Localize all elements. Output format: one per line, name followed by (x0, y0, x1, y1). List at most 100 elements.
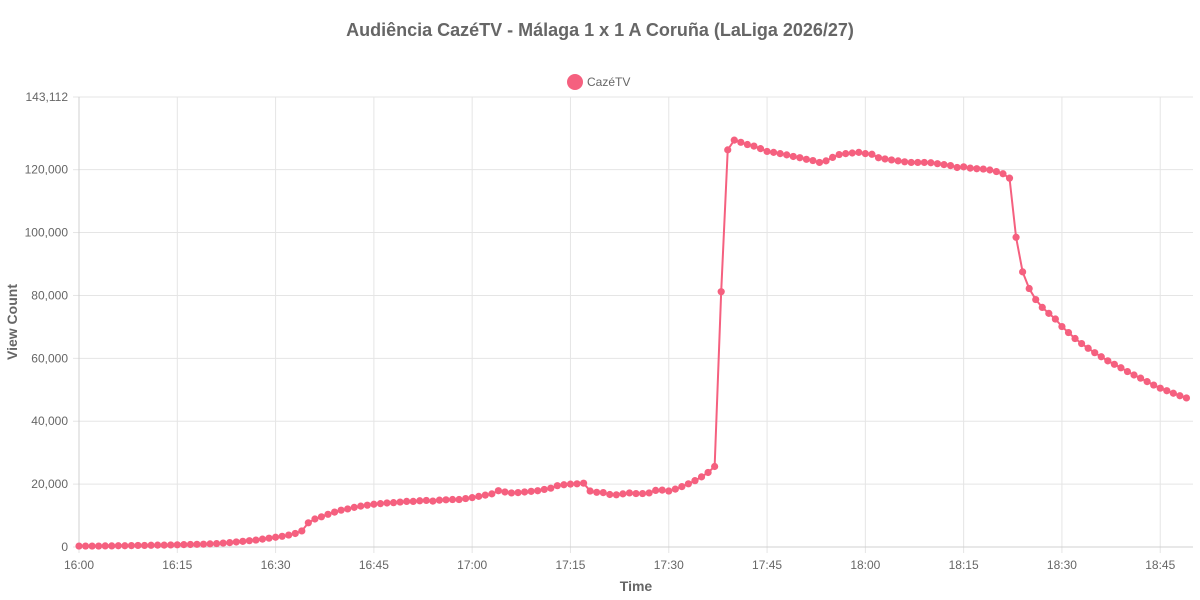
data-point[interactable] (494, 487, 502, 495)
data-point[interactable] (160, 541, 168, 549)
data-point[interactable] (796, 154, 804, 162)
data-point[interactable] (1176, 392, 1184, 400)
data-point[interactable] (271, 533, 280, 541)
data-point[interactable] (206, 540, 214, 548)
data-point[interactable] (278, 532, 286, 540)
data-point[interactable] (802, 155, 810, 163)
data-point[interactable] (317, 513, 326, 521)
data-point[interactable] (842, 150, 850, 158)
data-point[interactable] (344, 505, 352, 513)
data-point[interactable] (285, 531, 293, 539)
data-point[interactable] (855, 148, 863, 156)
data-point[interactable] (737, 138, 745, 146)
data-point[interactable] (763, 147, 771, 156)
data-point[interactable] (619, 490, 627, 498)
data-point[interactable] (389, 499, 398, 507)
data-point[interactable] (167, 541, 175, 549)
data-point[interactable] (684, 480, 693, 488)
data-point[interactable] (232, 538, 240, 546)
data-point[interactable] (1169, 389, 1177, 397)
data-point[interactable] (199, 540, 208, 548)
data-point[interactable] (330, 508, 339, 516)
data-point[interactable] (671, 485, 679, 493)
data-point[interactable] (114, 542, 122, 550)
data-point[interactable] (776, 150, 784, 158)
data-point[interactable] (652, 486, 660, 494)
data-point[interactable] (507, 489, 516, 497)
data-point[interactable] (756, 145, 765, 153)
data-point[interactable] (697, 473, 706, 481)
data-point[interactable] (835, 150, 843, 159)
data-point[interactable] (612, 491, 620, 499)
data-point[interactable] (1071, 334, 1079, 343)
data-point[interactable] (874, 154, 883, 162)
data-point[interactable] (999, 170, 1007, 178)
data-point[interactable] (1130, 371, 1138, 379)
legend[interactable]: CazéTV (567, 74, 630, 90)
data-point[interactable] (907, 158, 915, 167)
data-point[interactable] (724, 146, 732, 154)
data-point[interactable] (1019, 268, 1027, 276)
data-point[interactable] (173, 541, 181, 549)
data-point[interactable] (468, 494, 476, 502)
data-point[interactable] (579, 479, 588, 487)
data-point[interactable] (108, 542, 116, 550)
data-point[interactable] (540, 485, 548, 494)
data-point[interactable] (337, 506, 345, 514)
data-point[interactable] (1025, 284, 1033, 293)
data-point[interactable] (901, 158, 909, 166)
data-point[interactable] (986, 166, 994, 174)
data-point[interactable] (848, 149, 856, 157)
data-point[interactable] (1156, 384, 1164, 392)
data-point[interactable] (127, 541, 136, 550)
data-point[interactable] (1136, 374, 1145, 382)
data-point[interactable] (403, 497, 411, 506)
data-point[interactable] (1051, 315, 1059, 323)
data-point[interactable] (894, 157, 902, 165)
data-point[interactable] (914, 158, 922, 167)
data-point[interactable] (357, 502, 365, 510)
data-point[interactable] (1084, 344, 1092, 352)
data-point[interactable] (1110, 360, 1118, 368)
data-point[interactable] (992, 167, 1001, 176)
data-point[interactable] (920, 158, 928, 167)
data-point[interactable] (1038, 303, 1046, 311)
data-point[interactable] (1058, 322, 1066, 331)
data-point[interactable] (435, 496, 444, 504)
data-point[interactable] (239, 537, 247, 545)
data-point[interactable] (376, 500, 385, 508)
data-point[interactable] (258, 535, 267, 543)
data-point[interactable] (416, 497, 424, 505)
data-point[interactable] (658, 486, 666, 494)
data-point[interactable] (75, 542, 83, 550)
data-point[interactable] (566, 480, 575, 488)
data-point[interactable] (560, 481, 568, 489)
data-point[interactable] (422, 496, 430, 505)
data-point[interactable] (501, 488, 509, 496)
data-point[interactable] (789, 152, 797, 161)
data-point[interactable] (1032, 295, 1040, 304)
data-point[interactable] (245, 537, 253, 545)
data-point[interactable] (101, 542, 109, 550)
data-point[interactable] (1078, 339, 1086, 348)
data-point[interactable] (1104, 357, 1112, 365)
data-point[interactable] (350, 503, 358, 511)
data-point[interactable] (88, 542, 96, 550)
data-point[interactable] (324, 510, 332, 518)
data-point[interactable] (586, 487, 594, 495)
data-point[interactable] (678, 483, 686, 491)
data-point[interactable] (527, 487, 535, 495)
data-point[interactable] (717, 288, 725, 296)
data-point[interactable] (1045, 309, 1053, 317)
data-point[interactable] (154, 541, 162, 549)
data-point[interactable] (750, 142, 758, 150)
data-point[interactable] (593, 488, 601, 496)
data-point[interactable] (881, 155, 889, 163)
data-point[interactable] (475, 492, 483, 500)
data-point[interactable] (147, 541, 155, 549)
data-point[interactable] (213, 539, 221, 548)
data-point[interactable] (1064, 328, 1073, 337)
data-point[interactable] (396, 498, 404, 506)
data-point[interactable] (828, 153, 837, 162)
data-point[interactable] (927, 159, 935, 167)
